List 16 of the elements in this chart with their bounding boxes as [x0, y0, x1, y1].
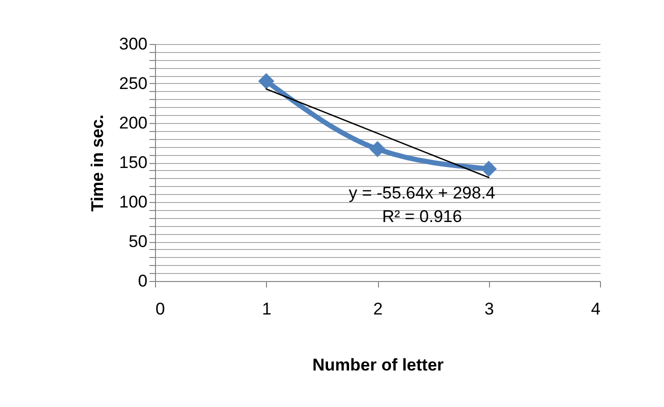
y-tick-label: 100: [119, 192, 148, 212]
y-tick-label: 150: [119, 153, 148, 172]
y-axis-title: Time in sec.: [88, 114, 108, 212]
y-tick-label: 200: [119, 114, 148, 132]
x-tick-label: 4: [591, 300, 600, 318]
x-tick-label: 0: [156, 300, 165, 318]
y-tick-label: 0: [138, 272, 148, 290]
x-tick-label: 2: [373, 300, 383, 318]
x-tick-label: 1: [262, 300, 272, 318]
annotation: R² = 0.916: [382, 207, 462, 226]
annotation: y = -55.64x + 298.4: [348, 183, 496, 202]
x-tick-label: 3: [484, 300, 494, 318]
y-tick-label: 300: [119, 34, 148, 54]
x-axis-title: Number of letter: [312, 356, 444, 374]
y-tick-label: 50: [128, 232, 148, 251]
y-tick-label: 250: [119, 74, 148, 93]
